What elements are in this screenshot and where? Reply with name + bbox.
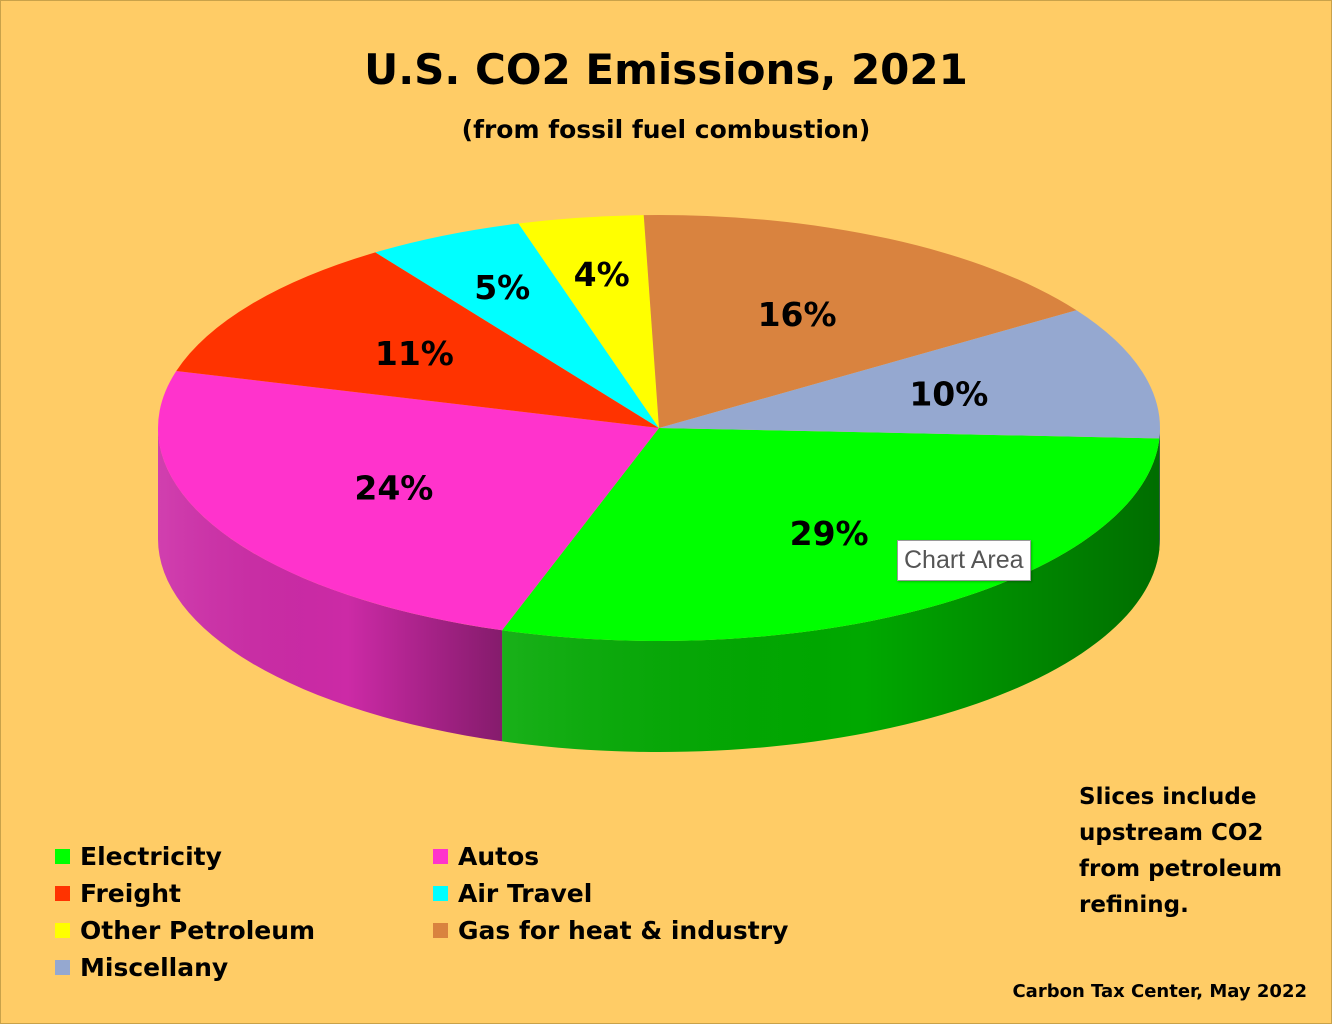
pie-slice-autos[interactable] [157,370,659,631]
pie-slice-freight[interactable] [176,252,659,428]
pie-labels: 29% 24% 11% 5% 4% 16% 10% [354,255,988,553]
legend-item-freight[interactable]: Freight [55,879,181,908]
legend-label-air-travel: Air Travel [458,879,593,908]
legend-item-miscellany[interactable]: Miscellany [55,953,228,982]
legend-swatch-freight [55,886,70,901]
legend-item-air-travel[interactable]: Air Travel [433,879,592,908]
data-label-miscellany: 10% [909,375,988,414]
data-label-freight: 11% [375,334,454,373]
pie-side-shade-miscellany [1159,428,1160,550]
chart-title: U.S. CO2 Emissions, 2021 [364,45,968,94]
legend-label-gas-for-heat-industry: Gas for heat & industry [458,916,789,945]
note: Slices include upstream CO2 from petrole… [1079,779,1319,923]
pie-slice-gas-for-heat-industry[interactable] [643,215,1077,428]
legend-item-autos[interactable]: Autos [433,842,539,871]
legend-item-other-petroleum[interactable]: Other Petroleum [55,916,315,945]
chart-subtitle: (from fossil fuel combustion) [461,115,871,144]
note-line: upstream CO2 [1079,820,1264,846]
legend-swatch-gas-for-heat-industry [433,923,448,938]
chart-area-tooltip: Chart Area [897,540,1031,581]
pie-slice-miscellany[interactable] [659,310,1160,439]
legend-item-gas-for-heat-industry[interactable]: Gas for heat & industry [433,916,788,945]
legend-label-autos: Autos [458,842,540,871]
pie-slice-other-petroleum[interactable] [518,215,659,428]
pie-sides [158,428,1160,752]
data-label-autos: 24% [354,469,433,508]
pie-tops [157,215,1160,641]
pie-slice-air-travel[interactable] [375,223,659,428]
legend-label-freight: Freight [80,879,181,908]
note-line: from petroleum [1079,856,1283,882]
legend-label-other-petroleum: Other Petroleum [80,916,316,945]
legend-label-electricity: Electricity [80,842,222,871]
legend-swatch-autos [433,849,448,864]
note-line: Slices include [1079,784,1257,810]
data-label-gas-for-heat-industry: 16% [758,295,837,334]
source-credit: Carbon Tax Center, May 2022 [1012,981,1307,1002]
legend-swatch-air-travel [433,886,448,901]
data-label-electricity: 29% [790,514,869,553]
legend-item-electricity[interactable]: Electricity [55,842,222,871]
legend-swatch-electricity [55,849,70,864]
data-label-other-petroleum: 4% [574,255,630,294]
pie-slice-electricity[interactable] [502,428,1160,641]
legend-swatch-other-petroleum [55,923,70,938]
data-label-air-travel: 5% [474,268,530,307]
legend-swatch-miscellany [55,960,70,975]
note-line: refining. [1079,892,1189,918]
pie-side-shade-autos [158,428,503,742]
legend-label-miscellany: Miscellany [80,953,229,982]
pie-side-shade-electricity [502,438,1160,752]
